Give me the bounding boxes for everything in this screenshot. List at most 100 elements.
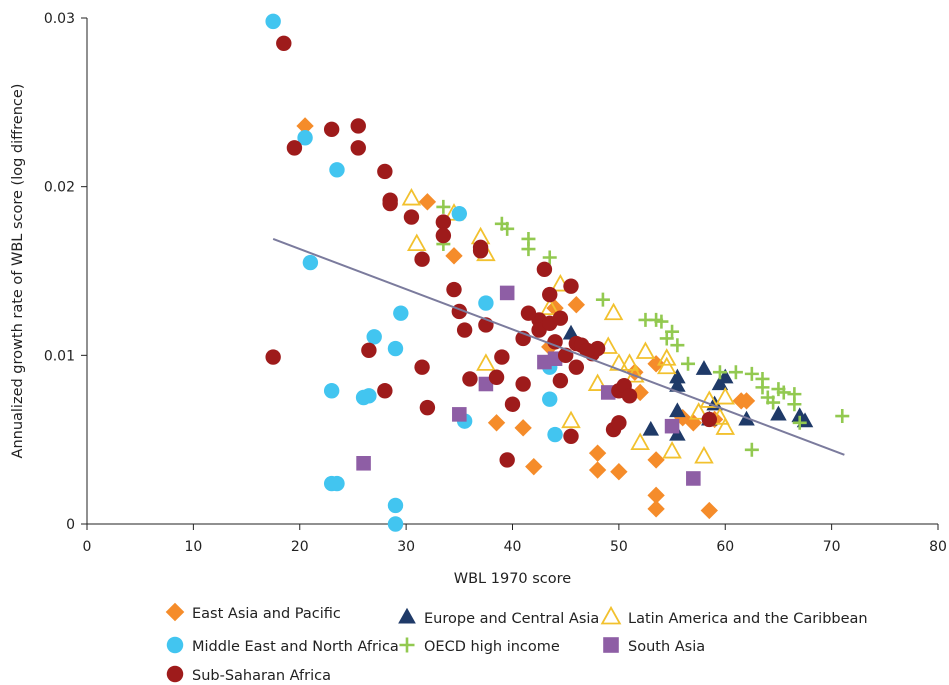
data-point [406,233,427,251]
data-point [472,243,489,259]
data-point [588,461,607,479]
series-east-asia-and-pacific [296,117,756,520]
legend-label: South Asia [628,639,705,655]
data-point [377,383,393,399]
data-point [542,286,558,303]
data-point [715,386,736,405]
legend-marker [165,602,185,622]
data-point [329,162,345,178]
legend: East Asia and Pacific Europe and Central … [165,602,868,684]
data-point [361,342,377,358]
data-point [414,251,430,267]
data-point [356,456,371,471]
x-tick-label: 10 [184,539,202,555]
data-point [670,338,685,353]
data-point [669,368,686,384]
data-point [435,214,452,230]
data-point [621,388,638,404]
data-point [737,392,756,410]
data-point [414,359,430,375]
y-tick-label: 0.02 [44,180,75,196]
legend-item-middle-east-and-north-africa: Middle East and North Africa [166,636,399,655]
legend-marker [603,637,619,653]
data-point [681,356,696,371]
data-point [561,410,581,429]
data-point [568,359,585,375]
data-point [562,324,580,340]
data-point [435,227,452,244]
legend-marker [166,636,184,654]
x-tick-label: 0 [83,539,92,555]
data-points [265,13,850,532]
data-point [647,486,665,505]
data-point [297,130,313,146]
data-point [695,360,713,375]
data-point [487,414,506,432]
data-point [377,163,393,180]
data-point [323,383,340,399]
x-tick-label: 80 [929,539,947,555]
data-point [835,409,850,424]
legend-label: Sub-Saharan Africa [192,668,331,684]
data-point [536,261,553,278]
data-point [611,415,627,431]
y-tick-label: 0.03 [44,11,75,27]
data-point [792,415,807,430]
series-middle-east-and-north-africa [265,13,563,532]
data-point [265,349,281,365]
legend-label: Middle East and North Africa [192,639,399,655]
data-point [445,247,463,265]
x-tick-label: 40 [504,539,522,555]
data-point [630,432,650,451]
data-point [499,452,515,468]
data-point [642,420,660,436]
data-point [656,348,677,366]
data-point [647,500,665,518]
data-point [387,497,404,514]
legend-label: Europe and Central Asia [424,611,599,627]
series-south-asia [356,285,701,486]
data-point [504,396,521,412]
y-axis-title: Annualized growth rate of WBL score (log… [10,84,26,459]
series-oecd-high-income [436,199,850,457]
data-point [656,356,677,375]
data-point [451,205,468,222]
data-point [547,426,563,443]
data-point [436,199,451,214]
data-point [563,428,579,444]
data-point [701,411,717,428]
data-point [659,331,674,346]
data-point [712,365,727,380]
data-point [302,254,319,271]
data-point [393,305,409,321]
x-axis-title: WBL 1970 score [454,571,572,587]
data-point [686,471,701,486]
legend-item-latin-america-and-the-caribbean: Latin America and the Caribbean [600,605,868,627]
legend-item-south-asia: South Asia [603,637,705,655]
data-point [770,405,787,421]
data-point [542,391,558,407]
x-tick-label: 30 [397,539,415,555]
legend-item-sub-saharan-africa: Sub-Saharan Africa [166,665,331,684]
legend-item-oecd-high-income: OECD high income [399,637,560,655]
data-point [515,376,531,392]
series-sub-saharan-africa [265,35,717,468]
data-point [588,444,607,462]
data-point [539,297,560,316]
data-point [728,365,743,380]
data-point [350,140,366,156]
y-tick-label: 0.01 [44,348,75,364]
data-point [401,187,422,206]
data-point [403,209,420,225]
data-point [766,395,781,410]
data-point [500,221,515,236]
legend-label: East Asia and Pacific [192,606,341,622]
x-ticks: 0 10 20 30 40 50 60 70 80 [83,524,947,555]
data-point [626,363,644,381]
legend-item-europe-and-central-asia: Europe and Central Asia [398,607,599,627]
data-point [694,446,714,464]
data-point [744,442,759,457]
data-point [715,417,736,435]
data-point [456,322,473,338]
